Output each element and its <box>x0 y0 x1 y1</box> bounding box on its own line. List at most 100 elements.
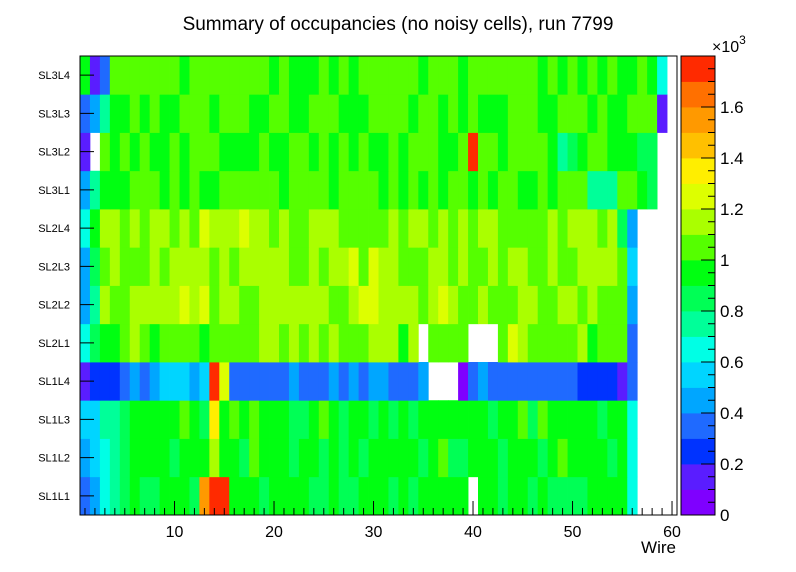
heatmap-cell <box>99 400 111 439</box>
heatmap-cell <box>388 94 399 133</box>
heatmap-cell <box>149 362 160 401</box>
heatmap-cell <box>209 400 220 439</box>
heatmap-cell <box>378 132 389 172</box>
heatmap-cell <box>507 285 519 325</box>
heatmap-cell <box>368 438 379 478</box>
heatmap-cell <box>259 476 270 516</box>
heatmap-cell <box>378 94 389 133</box>
heatmap-cell <box>189 56 200 95</box>
heatmap-cell <box>657 56 668 95</box>
heatmap-cell <box>318 247 330 286</box>
heatmap-cell <box>497 56 509 95</box>
heatmap-cell <box>249 170 260 210</box>
heatmap-cell <box>537 362 549 401</box>
heatmap-cell <box>577 170 588 210</box>
heatmap-cell <box>398 362 409 401</box>
heatmap-cell <box>468 400 479 439</box>
heatmap-cell <box>527 323 539 363</box>
heatmap-cell <box>597 132 608 172</box>
heatmap-cell <box>89 170 101 210</box>
heatmap-cell <box>378 209 389 248</box>
heatmap-cell <box>627 209 638 248</box>
heatmap-cell <box>318 56 330 95</box>
heatmap-cell <box>318 209 330 248</box>
heatmap-cell <box>189 247 200 286</box>
heatmap-cell <box>129 476 141 516</box>
heatmap-cell <box>348 170 359 210</box>
heatmap-cell <box>468 285 479 325</box>
heatmap-cell <box>408 400 419 439</box>
heatmap-cell <box>288 209 300 248</box>
heatmap-cell <box>408 323 419 363</box>
heatmap-cell <box>527 209 539 248</box>
row-label: SL3L3 <box>38 108 70 120</box>
heatmap-cell <box>597 323 608 363</box>
heatmap-cell <box>169 362 180 401</box>
heatmap-cell <box>189 94 200 133</box>
heatmap-cell <box>517 400 529 439</box>
heatmap-cell <box>487 132 499 172</box>
heatmap-cell <box>497 247 509 286</box>
heatmap-cell <box>119 94 131 133</box>
heatmap-cell <box>139 56 151 95</box>
heatmap-cell <box>428 247 439 286</box>
heatmap-cell <box>259 438 270 478</box>
heatmap-cell <box>318 323 330 363</box>
heatmap-cell <box>547 285 558 325</box>
heatmap-cell <box>229 362 240 401</box>
heatmap-cell <box>418 247 429 286</box>
heatmap-cell <box>348 323 359 363</box>
heatmap-cell <box>398 323 409 363</box>
heatmap-cell <box>358 400 369 439</box>
heatmap-cell <box>547 323 558 363</box>
heatmap-cell <box>567 400 578 439</box>
heatmap-cell <box>388 285 399 325</box>
heatmap-cell <box>368 285 379 325</box>
heatmap-cell <box>169 56 180 95</box>
heatmap-cell <box>229 94 240 133</box>
heatmap-cell <box>497 132 509 172</box>
heatmap-cell <box>298 170 310 210</box>
heatmap-cell <box>557 438 568 478</box>
heatmap-cell <box>269 476 280 516</box>
heatmap-cell <box>288 438 300 478</box>
heatmap-cell <box>567 209 578 248</box>
heatmap-cell <box>119 247 131 286</box>
heatmap-cell <box>179 362 190 401</box>
z-multiplier-text: ×10 <box>712 39 739 56</box>
heatmap-cell <box>338 438 350 478</box>
heatmap-cell <box>249 362 260 401</box>
heatmap-cell <box>259 56 270 95</box>
heatmap-cell <box>577 247 588 286</box>
heatmap-cell <box>497 400 509 439</box>
heatmap-cell <box>288 56 300 95</box>
row-label: SL3L4 <box>38 70 70 82</box>
heatmap-cell <box>119 285 131 325</box>
heatmap-cell <box>338 94 350 133</box>
heatmap-cell <box>597 362 608 401</box>
heatmap-cell <box>189 209 200 248</box>
heatmap-cell <box>368 400 379 439</box>
heatmap-cell <box>279 362 290 401</box>
heatmap-cell <box>189 400 200 439</box>
heatmap-cell <box>288 94 300 133</box>
heatmap-cell <box>627 247 638 286</box>
heatmap-cell <box>199 323 210 363</box>
heatmap-cell <box>487 170 499 210</box>
heatmap-cell <box>438 94 449 133</box>
heatmap-cell <box>478 285 489 325</box>
heatmap-cell <box>229 438 240 478</box>
heatmap-cell <box>458 438 469 478</box>
heatmap-cell <box>547 438 558 478</box>
heatmap-cell <box>249 438 260 478</box>
heatmap-cell <box>517 247 529 286</box>
heatmap-cell <box>497 362 509 401</box>
heatmap-cell <box>418 56 429 95</box>
heatmap-cell <box>428 323 439 363</box>
heatmap-cell <box>239 323 250 363</box>
heatmap-cell <box>497 209 509 248</box>
heatmap-cell <box>149 56 160 95</box>
heatmap-cell <box>338 323 350 363</box>
heatmap-cell <box>219 209 230 248</box>
heatmap-cell <box>507 247 519 286</box>
